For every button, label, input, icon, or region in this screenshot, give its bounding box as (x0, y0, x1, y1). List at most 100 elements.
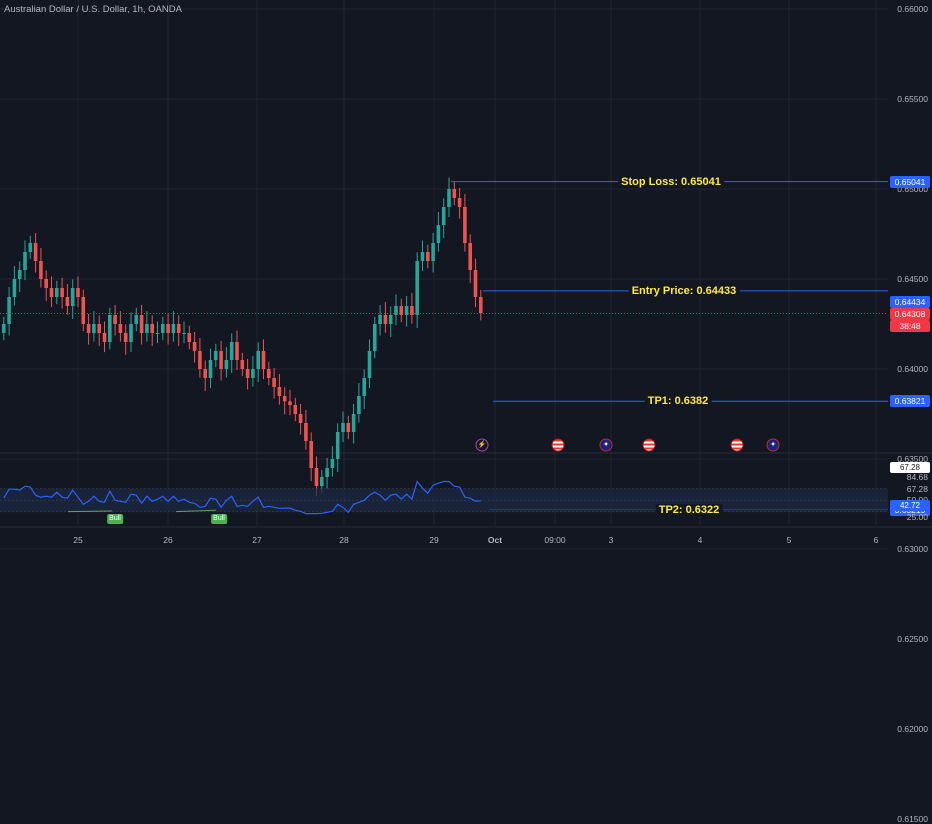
candle-body[interactable] (214, 351, 218, 360)
tp2-annotation[interactable]: TP2: 0.6322 (655, 503, 723, 516)
candle-body[interactable] (86, 324, 91, 333)
candle-body[interactable] (298, 414, 303, 423)
au-flag-icon[interactable]: ✦ (766, 438, 780, 452)
candle-body[interactable] (357, 396, 361, 414)
candle-body[interactable] (113, 315, 117, 324)
candle-body[interactable] (452, 189, 457, 198)
candle-body[interactable] (224, 360, 229, 369)
candle-body[interactable] (367, 351, 372, 378)
candle-body[interactable] (97, 324, 101, 333)
candle-body[interactable] (12, 279, 17, 297)
candle-body[interactable] (33, 243, 38, 261)
trade-levels[interactable] (451, 181, 888, 511)
candle-body[interactable] (330, 459, 335, 468)
candle-body[interactable] (447, 189, 451, 207)
symbol-title[interactable]: Australian Dollar / U.S. Dollar, 1h, OAN… (4, 4, 182, 15)
candle-body[interactable] (468, 243, 472, 270)
candle-body[interactable] (261, 351, 266, 369)
tp1-annotation[interactable]: TP1: 0.6382 (644, 395, 712, 408)
candle-body[interactable] (362, 378, 366, 396)
chart-canvas[interactable] (0, 0, 932, 550)
candle-body[interactable] (182, 333, 186, 334)
candle-body[interactable] (171, 324, 176, 333)
candle-body[interactable] (346, 423, 351, 432)
candle-body[interactable] (198, 351, 202, 369)
candle-body[interactable] (388, 315, 393, 324)
candle-body[interactable] (219, 351, 223, 369)
candle-body[interactable] (341, 423, 345, 432)
candle-body[interactable] (208, 360, 213, 378)
rsi-pane[interactable] (0, 480, 888, 515)
candle-body[interactable] (373, 324, 377, 351)
candle-body[interactable] (23, 252, 27, 270)
candle-body[interactable] (229, 342, 234, 360)
candle-body[interactable] (145, 324, 149, 333)
au-flag-icon[interactable]: ✦ (599, 438, 613, 452)
candle-body[interactable] (394, 306, 398, 315)
candle-body[interactable] (118, 324, 123, 333)
candle-body[interactable] (155, 333, 160, 334)
candle-body[interactable] (479, 297, 483, 314)
candle-body[interactable] (187, 333, 192, 342)
stop-loss-annotation[interactable]: Stop Loss: 0.65041 (618, 175, 724, 188)
candle-body[interactable] (55, 288, 59, 297)
candle-body[interactable] (102, 333, 107, 342)
candle-body[interactable] (304, 423, 308, 441)
candle-body[interactable] (267, 369, 271, 378)
candle-body[interactable] (70, 288, 75, 306)
us-flag-icon[interactable] (551, 438, 565, 452)
candle-body[interactable] (134, 315, 139, 324)
candle-body[interactable] (108, 315, 112, 342)
candle-body[interactable] (431, 243, 435, 261)
candle-body[interactable] (351, 414, 356, 432)
candle-body[interactable] (60, 288, 64, 297)
entry-price-annotation[interactable]: Entry Price: 0.64433 (628, 284, 740, 297)
us-flag-icon[interactable] (730, 438, 744, 452)
candle-body[interactable] (383, 315, 388, 324)
candle-body[interactable] (166, 324, 170, 333)
candle-body[interactable] (256, 351, 260, 369)
candle-body[interactable] (399, 306, 404, 315)
candle-body[interactable] (150, 324, 154, 333)
candle-body[interactable] (92, 324, 96, 333)
candle-body[interactable] (415, 261, 419, 315)
candle-body[interactable] (314, 468, 319, 486)
candle-body[interactable] (277, 387, 282, 396)
candle-body[interactable] (76, 288, 80, 297)
candle-body[interactable] (404, 306, 409, 315)
candlestick-series[interactable] (0, 177, 888, 497)
candle-body[interactable] (139, 315, 144, 333)
candle-body[interactable] (2, 324, 6, 333)
rsi-line[interactable] (3, 480, 481, 515)
candle-body[interactable] (28, 243, 33, 252)
candle-body[interactable] (161, 324, 165, 333)
candle-body[interactable] (335, 432, 340, 459)
candle-body[interactable] (235, 342, 239, 360)
candle-body[interactable] (81, 297, 86, 324)
candle-body[interactable] (436, 225, 441, 243)
candle-body[interactable] (293, 405, 298, 414)
candle-body[interactable] (272, 378, 276, 387)
candle-body[interactable] (123, 333, 128, 342)
candle-body[interactable] (39, 261, 43, 279)
candle-body[interactable] (426, 252, 430, 261)
candle-body[interactable] (17, 270, 22, 279)
candle-body[interactable] (378, 315, 382, 324)
candle-body[interactable] (473, 270, 478, 297)
candle-body[interactable] (245, 369, 250, 378)
candle-body[interactable] (410, 306, 414, 315)
candle-body[interactable] (309, 441, 313, 468)
us-flag-icon[interactable] (642, 438, 656, 452)
candle-body[interactable] (282, 396, 287, 402)
lightning-icon[interactable]: ⚡ (475, 438, 489, 452)
candle-body[interactable] (240, 360, 245, 369)
candle-body[interactable] (65, 297, 70, 306)
candle-body[interactable] (463, 207, 467, 243)
candle-body[interactable] (192, 342, 197, 351)
candle-body[interactable] (176, 324, 181, 333)
candle-body[interactable] (44, 279, 48, 288)
candle-body[interactable] (441, 207, 446, 225)
candle-body[interactable] (49, 288, 54, 297)
candle-body[interactable] (288, 401, 292, 405)
candle-body[interactable] (420, 252, 425, 261)
